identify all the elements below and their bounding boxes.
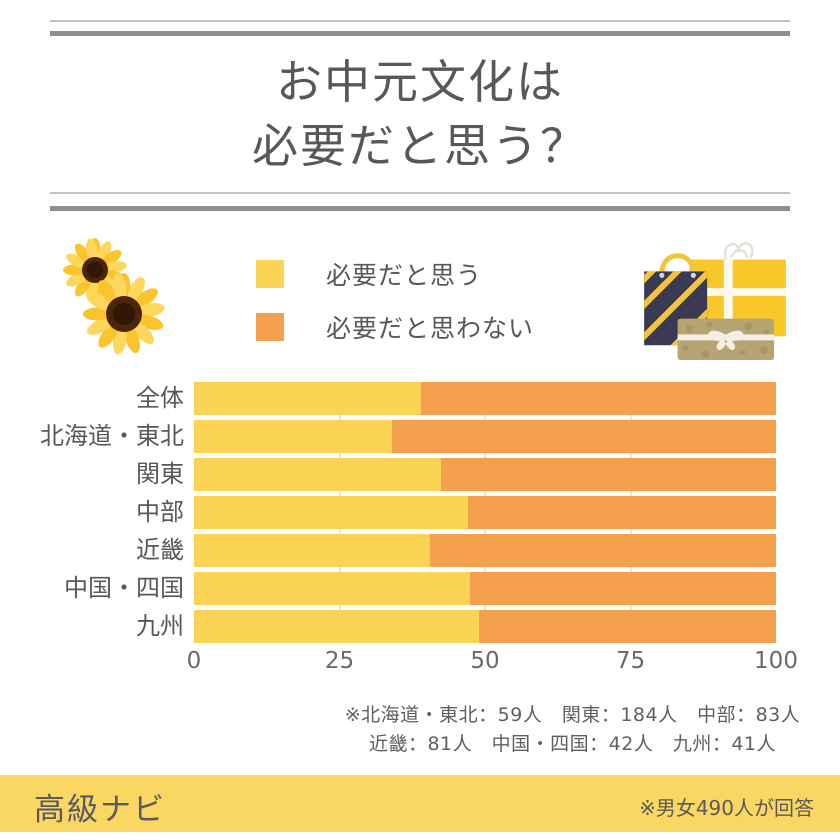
bar-track (194, 610, 776, 643)
bar-row: 北海道・東北 (0, 420, 840, 453)
stacked-bar-chart: 全体北海道・東北関東中部近畿中国・四国九州 (0, 382, 840, 648)
bar-row: 九州 (0, 610, 840, 643)
segment-necessary (194, 382, 421, 415)
x-axis-tick: 25 (324, 648, 355, 674)
row-label: 北海道・東北 (40, 422, 184, 450)
top-rule-thick (50, 31, 790, 36)
row-label: 近畿 (136, 536, 184, 564)
row-label: 関東 (136, 460, 184, 488)
bar-track (194, 458, 776, 491)
bar-track (194, 496, 776, 529)
title-bottom-rule-thick (50, 206, 790, 211)
legend-swatch (256, 260, 284, 288)
legend-swatch (256, 313, 284, 341)
sample-size-footnote: ※北海道・東北：59人 関東：184人 中部：83人 近畿：81人 中国・四国：… (300, 701, 840, 760)
legend-item: 必要だと思わない (256, 309, 534, 345)
segment-necessary (194, 458, 442, 491)
segment-not-necessary (479, 610, 776, 643)
x-axis-tick: 0 (186, 648, 202, 674)
respondents-note: ※男女490人が回答 (639, 796, 814, 820)
page-title: お中元文化は 必要だと思う？ (0, 50, 840, 179)
x-axis-tick: 50 (470, 648, 500, 674)
chart-legend: 必要だと思う必要だと思わない (256, 256, 534, 362)
brand-logo: 高級ナビ (34, 792, 166, 827)
bar-track (194, 382, 776, 415)
bar-row: 中国・四国 (0, 572, 840, 605)
row-label: 中国・四国 (64, 574, 184, 602)
segment-not-necessary (470, 572, 776, 605)
segment-not-necessary (429, 534, 776, 567)
legend-label: 必要だと思わない (326, 314, 535, 343)
segment-necessary (194, 534, 430, 567)
row-label: 全体 (136, 384, 184, 412)
footer-bar: 高級ナビ ※男女490人が回答 (0, 775, 840, 832)
segment-not-necessary (420, 382, 776, 415)
tissue-sketch (723, 242, 754, 260)
legend-label: 必要だと思う (326, 261, 483, 290)
segment-necessary (194, 572, 471, 605)
segment-necessary (194, 420, 392, 453)
sunflowers-icon (42, 236, 182, 362)
chart-rows: 全体北海道・東北関東中部近畿中国・四国九州 (0, 382, 840, 643)
footnote-line2: 近畿：81人 中国・四国：42人 九州：41人 (368, 733, 777, 756)
bar-row: 関東 (0, 458, 840, 491)
segment-necessary (194, 610, 480, 643)
x-axis-tick: 100 (754, 648, 798, 674)
segment-necessary (194, 496, 468, 529)
gift-bag-and-boxes-icon (632, 234, 800, 364)
footnote-line1: ※北海道・東北：59人 関東：184人 中部：83人 (344, 704, 801, 726)
tan-gift-box (677, 318, 775, 360)
bar-track (194, 572, 776, 605)
bar-row: 近畿 (0, 534, 840, 567)
legend-item: 必要だと思う (256, 256, 534, 292)
title-line1: お中元文化は (276, 55, 564, 109)
title-bottom-rule-thin (50, 192, 790, 194)
bar-row: 全体 (0, 382, 840, 415)
top-rule-thin (50, 20, 790, 22)
row-label: 中部 (136, 498, 184, 526)
segment-not-necessary (467, 496, 776, 529)
bar-row: 中部 (0, 496, 840, 529)
bar-track (194, 420, 776, 453)
segment-not-necessary (441, 458, 776, 491)
x-axis-tick: 75 (615, 648, 646, 674)
segment-not-necessary (391, 420, 776, 453)
row-label: 九州 (136, 612, 184, 640)
title-line2: 必要だと思う？ (252, 119, 588, 174)
x-axis: 0 25 50 75 100 (187, 648, 798, 678)
bar-track (194, 534, 776, 567)
